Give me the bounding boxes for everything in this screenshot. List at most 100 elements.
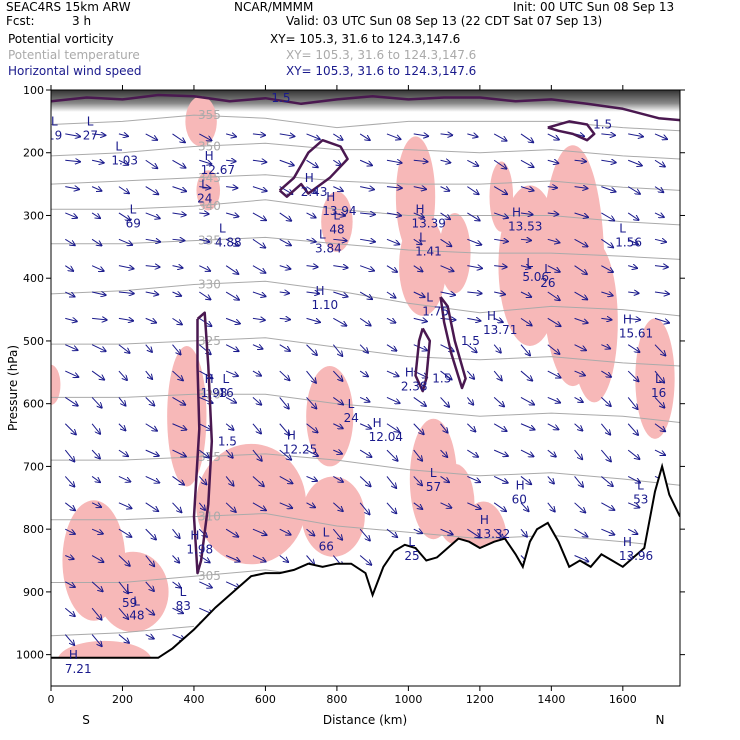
wind-vector (172, 239, 185, 240)
wind-vector (199, 291, 210, 299)
wind-vector (91, 160, 104, 163)
wind-vector (359, 344, 368, 353)
wind-vector (520, 502, 529, 511)
wind-vector (627, 476, 640, 482)
wind-vector (574, 555, 589, 562)
wind-vector (252, 160, 266, 162)
wind-extremum-value: 13.39 (412, 216, 446, 230)
wind-vector (118, 370, 127, 380)
wind-vector (413, 134, 428, 136)
wind-extremum-value: 1.41 (415, 245, 442, 259)
y-tick-label: 100 (23, 84, 44, 97)
wind-vector (279, 238, 291, 245)
wind-extremum-marker: H (480, 513, 489, 527)
wind-vector (225, 528, 238, 537)
wind-vector (279, 423, 290, 435)
wind-vector (225, 238, 238, 246)
wind-extremum-value: 83 (176, 599, 191, 613)
wind-vector (279, 528, 291, 535)
wind-vector (386, 187, 402, 188)
wind-extremum-marker: H (487, 309, 496, 323)
wind-extremum-value: 48 (329, 223, 344, 237)
theta-contour (51, 393, 680, 423)
fcst-value: 3 h (72, 14, 92, 28)
wind-vector (65, 581, 74, 587)
wind-vector (252, 528, 267, 535)
wind-vector (386, 528, 397, 537)
wind-extremum-marker: L (333, 209, 340, 223)
wind-vector (199, 239, 209, 242)
x-tick-label: 1000 (394, 693, 422, 706)
wind-vector (145, 423, 157, 431)
wind-vector (333, 186, 343, 191)
wind-vector (520, 213, 533, 215)
wind-vector (172, 213, 186, 215)
wind-extremum-value: 13.32 (476, 527, 510, 541)
wind-vector (413, 291, 425, 297)
wind-vector (252, 502, 266, 511)
x-tick-label: 200 (112, 693, 133, 706)
wind-vector (91, 344, 106, 351)
wind-vector (145, 555, 154, 567)
wind-extremum-value: 13.94 (322, 204, 356, 218)
wind-vector (225, 344, 238, 351)
wind-extremum-value: 7.21 (65, 662, 92, 676)
wind-vector (118, 607, 128, 619)
wind-vector (574, 212, 588, 217)
wind-vector (118, 502, 132, 509)
wind-vector (172, 528, 180, 538)
wind-vector (386, 133, 401, 139)
wind-vector (198, 476, 206, 484)
wind-vector (252, 212, 266, 220)
wind-vector (627, 449, 639, 459)
wind-vector (279, 318, 290, 319)
field-xy-theta: XY= 105.3, 31.6 to 124.3,147.6 (286, 48, 477, 62)
wind-vector (252, 345, 263, 349)
wind-vector (547, 213, 558, 214)
wind-vector (65, 212, 77, 218)
wind-vector (628, 134, 643, 137)
wind-vector (91, 555, 103, 563)
wind-vector (654, 159, 665, 166)
wind-vector (493, 159, 506, 168)
wind-vector (118, 476, 130, 481)
wind-vector (65, 160, 80, 161)
wind-vector (118, 397, 126, 405)
wind-vector (333, 476, 343, 481)
wind-vector (386, 476, 396, 488)
wind-vector (493, 397, 504, 406)
field-xy-pv: XY= 105.3, 31.6 to 124.3,147.6 (270, 32, 461, 46)
wind-vector (333, 502, 342, 511)
y-tick-label: 200 (23, 147, 44, 160)
wind-vector (252, 186, 267, 191)
wind-vector (547, 239, 560, 242)
wind-vector (386, 396, 400, 403)
wind-vector (279, 397, 289, 408)
theta-contour-label: 340 (198, 199, 221, 213)
wind-vector (252, 134, 265, 135)
theta-contour (51, 453, 680, 486)
wind-vector (386, 423, 399, 432)
wind-vector (547, 396, 560, 402)
wind-vector (252, 449, 262, 461)
fcst-label: Fcst: (6, 14, 35, 28)
wind-vector (627, 528, 637, 534)
theta-contour-label: 355 (198, 108, 221, 122)
wind-vector (386, 318, 395, 322)
wind-vector (306, 344, 317, 355)
wind-vector (145, 502, 158, 511)
wind-vector (493, 212, 508, 218)
wind-vector (574, 476, 583, 486)
wind-vector (440, 212, 450, 219)
wind-vector (440, 238, 452, 246)
wind-vector (225, 502, 236, 512)
wind-vector (359, 397, 369, 401)
wind-vector (118, 318, 133, 320)
wind-vector (601, 212, 614, 221)
wind-vector (91, 292, 106, 295)
pv-shading-area (570, 241, 618, 403)
wind-vector (654, 344, 665, 356)
x-tick-label: 1400 (537, 693, 565, 706)
wind-extremum-marker: H (416, 202, 425, 216)
